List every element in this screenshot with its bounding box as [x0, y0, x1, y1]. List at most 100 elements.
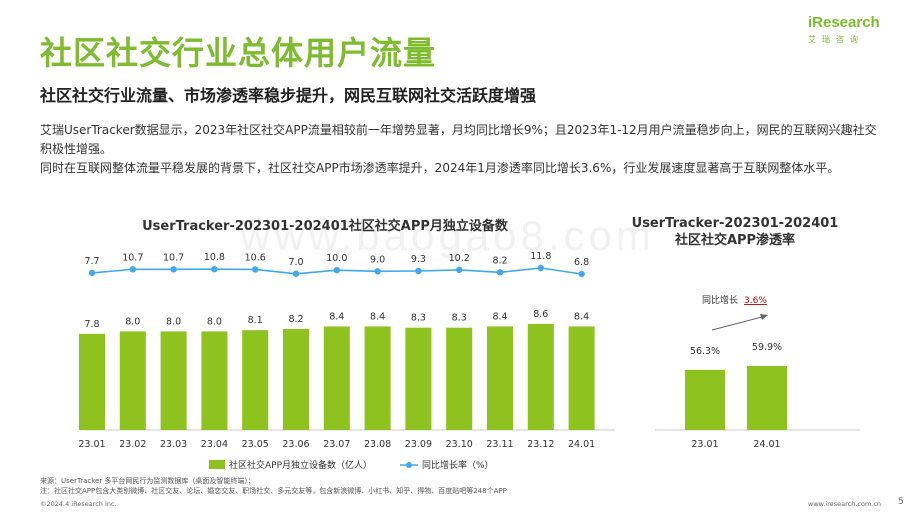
chart1-growth-label: 10.7 — [122, 252, 143, 263]
chart2-annotation-value: 3.6% — [744, 296, 767, 306]
chart2-bar-label: 59.9% — [752, 342, 782, 353]
chart1-bar-label: 8.0 — [207, 316, 222, 327]
footer-source: 来源：UserTracker 多平台网民行为监测数据库（桌面及智能终端）； — [40, 477, 255, 485]
chart1-growth-point — [88, 269, 96, 277]
chart1-growth-label: 7.7 — [84, 256, 99, 267]
chart1-x-tick: 23.08 — [364, 439, 391, 450]
page-number: 5 — [898, 497, 904, 507]
chart1-growth-label: 7.0 — [288, 257, 303, 268]
chart1-x-tick: 23.05 — [242, 439, 269, 450]
chart2-annotation-label: 同比增长 — [702, 294, 738, 306]
chart1-bar — [283, 328, 309, 430]
chart1-bar-label: 8.4 — [574, 311, 589, 322]
chart1-x-tick: 23.01 — [78, 439, 105, 450]
chart1-growth-point — [252, 266, 259, 273]
chart1-title: UserTracker-202301-202401社区社交APP月独立设备数 — [142, 219, 508, 234]
chart1-growth-label: 8.2 — [492, 255, 507, 266]
chart1-x-tick: 23.10 — [446, 439, 473, 450]
chart1-growth-point — [496, 269, 504, 276]
chart1-growth-label: 10.7 — [163, 252, 184, 263]
chart1-x-tick: 23.06 — [282, 439, 309, 450]
chart1-x-tick: 24.01 — [568, 439, 595, 450]
chart1-bar-label: 8.6 — [533, 309, 548, 320]
chart1-growth-label: 11.8 — [530, 251, 551, 262]
chart2-annotation-arrowhead — [760, 314, 768, 320]
chart1-growth-point — [415, 267, 422, 275]
chart1-growth-point — [170, 266, 177, 273]
chart1-x-tick: 23.09 — [405, 439, 432, 450]
chart1-bar — [79, 333, 105, 430]
chart1-growth-point — [456, 266, 463, 274]
chart1-growth-label: 10.0 — [326, 253, 347, 264]
chart1-growth-point — [292, 270, 300, 277]
chart1-bar — [527, 324, 554, 430]
page-title: 社区社交行业总体用户流量 — [40, 34, 437, 72]
chart2-bar — [685, 369, 725, 430]
chart1-growth-point — [129, 266, 136, 273]
chart1-bar-label: 8.4 — [329, 311, 344, 322]
chart1-growth-point — [537, 264, 544, 272]
footer-note: 注：社区社交APP包含大类别微博、社区交友、论坛、婚恋交友、职场社交、多元交友等… — [40, 487, 507, 495]
chart1-bar-label: 8.0 — [125, 316, 140, 327]
footer-notes: 来源：UserTracker 多平台网民行为监测数据库（桌面及智能终端）； 注：… — [40, 476, 507, 496]
chart1-growth-label: 10.8 — [204, 252, 225, 263]
chart1-bar-label: 8.1 — [248, 315, 263, 326]
chart1-growth-label: 9.0 — [370, 254, 385, 265]
footer-copyright: ©2024.4 iResearch Inc. — [40, 500, 117, 508]
chart1-growth-point — [374, 268, 381, 275]
chart1-growth-point — [333, 266, 340, 274]
chart1-growth-label: 10.6 — [245, 252, 266, 263]
body-paragraph-1: 艾瑞UserTracker数据显示，2023年社区社交APP流量相较前一年增势显… — [40, 123, 877, 156]
chart1-x-tick: 23.11 — [486, 439, 513, 450]
chart1-x-tick: 23.07 — [323, 439, 350, 450]
chart1-bar — [487, 326, 513, 430]
chart2-x-tick: 24.01 — [753, 439, 780, 450]
chart1-x-tick: 23.02 — [119, 439, 146, 450]
chart1-growth-point — [578, 270, 585, 278]
logo-brand-cn: 艾瑞咨询 — [808, 35, 864, 44]
chart1-bar — [160, 331, 187, 430]
chart1-x-tick: 23.04 — [201, 439, 228, 450]
chart1-bar-label: 8.3 — [452, 313, 467, 324]
chart1-growth-label: 10.2 — [449, 253, 470, 264]
chart2-annotation-arrow — [711, 316, 763, 331]
page-subtitle: 社区社交行业流量、市场渗透率稳步提升，网民互联网社交活跃度增强 — [40, 86, 537, 105]
chart1-bar-label: 8.0 — [166, 316, 181, 327]
chart1-bar-label: 7.8 — [84, 319, 99, 330]
chart1-growth-label: 6.8 — [574, 257, 589, 268]
chart1-bar — [405, 327, 432, 430]
iresearch-logo: iResearch 艾瑞咨询 — [800, 14, 900, 44]
chart1-legend-bar-swatch — [209, 460, 225, 469]
chart1-growth-point — [211, 266, 218, 273]
chart1-bar — [364, 326, 391, 430]
chart1-bar — [119, 331, 146, 430]
footer-url: www.iresearch.com.cn — [808, 500, 882, 508]
body-text: 艾瑞UserTracker数据显示，2023年社区社交APP流量相较前一年增势显… — [40, 121, 885, 178]
chart2-title-line2: 社区社交APP渗透率 — [674, 233, 796, 248]
body-paragraph-2: 同时在互联网整体流量平稳发展的背景下，社区社交APP市场渗透率提升，2024年1… — [40, 161, 840, 175]
chart1-bar-label: 8.4 — [492, 311, 507, 322]
chart1-bar — [323, 326, 350, 430]
chart1-legend-line-marker — [406, 462, 412, 468]
chart1-bar-label: 8.3 — [411, 313, 426, 324]
chart1-bar — [201, 331, 228, 430]
chart2-title-text: UserTracker-202301-202401 社区社交APP渗透率 — [620, 215, 850, 249]
chart2-title: UserTracker-202301-202401 社区社交APP渗透率 — [620, 215, 850, 249]
chart2-x-tick: 23.01 — [691, 439, 718, 450]
chart1-legend-bar-label: 社区社交APP月独立设备数（亿人） — [229, 459, 372, 471]
chart1-bar-label: 8.4 — [370, 311, 385, 322]
chart1-bar-label: 8.2 — [288, 314, 303, 325]
chart2-bar — [747, 366, 787, 430]
chart1-bar — [242, 330, 269, 430]
chart1-legend-line-label: 同比增长率（%） — [422, 459, 494, 471]
chart1-x-tick: 23.03 — [160, 439, 187, 450]
chart1-growth-label: 9.3 — [411, 254, 426, 265]
chart1-x-tick: 23.12 — [527, 439, 554, 450]
chart1-bar — [446, 327, 473, 430]
watermark: www.baogao8.com — [240, 212, 655, 259]
logo-brand: iResearch — [808, 14, 880, 31]
chart1-bar — [568, 326, 595, 430]
chart2-bar-label: 56.3% — [690, 346, 720, 357]
chart2-title-line1: UserTracker-202301-202401 — [631, 216, 839, 231]
